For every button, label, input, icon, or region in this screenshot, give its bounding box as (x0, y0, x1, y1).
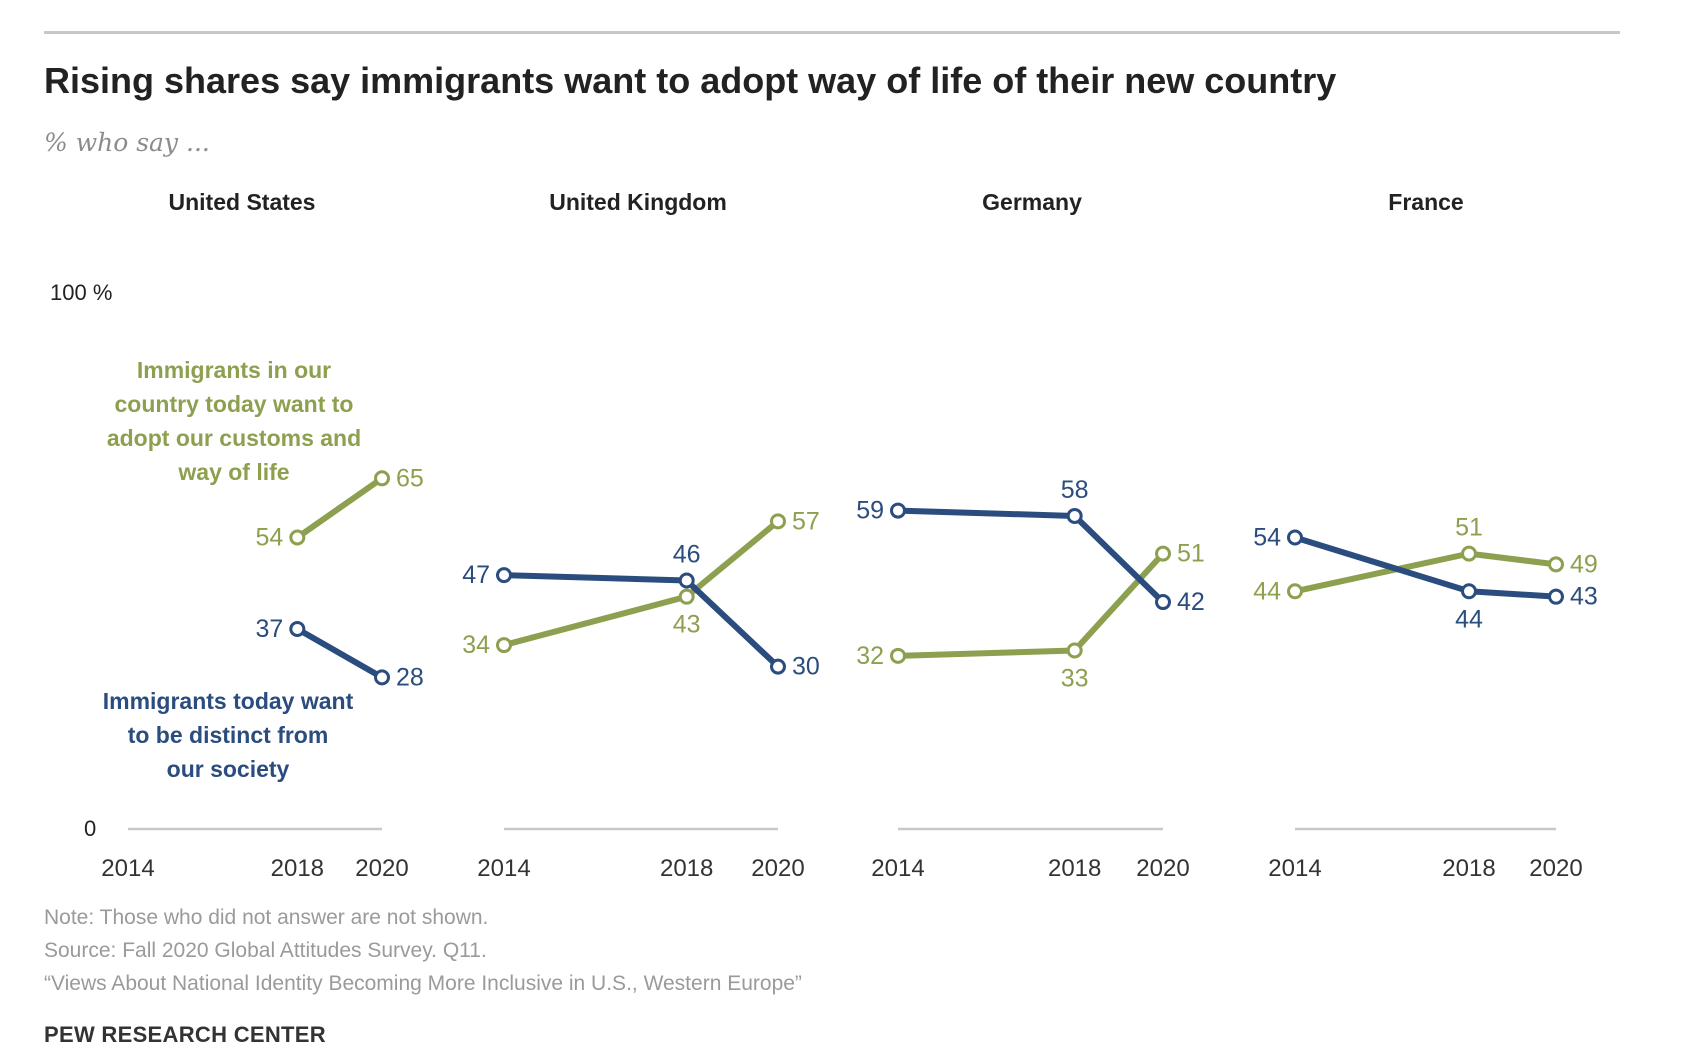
x-tick-label: 2018 (271, 855, 324, 882)
y-axis-min-label: 0 (84, 816, 96, 841)
top-rule (44, 31, 1620, 34)
brand-logo-text: PEW RESEARCH CENTER (44, 1022, 326, 1047)
data-point-distinct (770, 658, 786, 675)
series-label-distinct: Immigrants today want to be distinct from… (103, 688, 354, 782)
x-tick-label: 2020 (751, 855, 804, 882)
data-point-distinct (1548, 588, 1564, 605)
data-label-adopt: 32 (856, 642, 884, 670)
x-tick-label: 2014 (1268, 855, 1321, 882)
x-tick-label: 2018 (1048, 855, 1101, 882)
data-label-adopt: 44 (1253, 577, 1281, 605)
data-label-distinct: 42 (1177, 588, 1205, 616)
panel-title-germany: Germany (982, 189, 1082, 215)
data-point-adopt (1548, 556, 1564, 573)
data-point-adopt (1155, 545, 1171, 562)
data-point-distinct (890, 502, 906, 519)
data-label-distinct: 58 (1061, 476, 1089, 504)
data-label-adopt: 33 (1061, 664, 1089, 692)
data-label-adopt: 43 (673, 611, 701, 639)
panel-title-united-states: United States (169, 189, 316, 215)
data-point-adopt (1066, 642, 1083, 659)
data-point-distinct (1461, 583, 1477, 600)
series-line-distinct (501, 572, 781, 670)
series-line-adopt (1292, 550, 1559, 595)
data-label-distinct: 44 (1455, 605, 1483, 633)
data-label-distinct: 59 (856, 497, 884, 525)
x-tick-label: 2014 (101, 855, 154, 882)
data-point-distinct (289, 620, 306, 637)
x-tick-label: 2020 (355, 855, 408, 882)
data-point-adopt (496, 637, 512, 654)
data-label-adopt: 54 (256, 523, 284, 551)
data-point-adopt (1287, 583, 1303, 600)
data-label-distinct: 43 (1570, 583, 1598, 611)
x-tick-label: 2014 (477, 855, 530, 882)
series-line-adopt (294, 475, 385, 541)
data-label-distinct: 37 (256, 615, 284, 643)
data-point-adopt (678, 588, 695, 605)
footer-source: Source: Fall 2020 Global Attitudes Surve… (44, 939, 487, 962)
data-label-distinct: 28 (396, 663, 424, 691)
data-point-adopt (890, 647, 906, 664)
data-label-adopt: 51 (1177, 540, 1205, 568)
x-tick-label: 2018 (1442, 855, 1495, 882)
footer-note: Note: Those who did not answer are not s… (44, 906, 489, 929)
data-point-distinct (374, 669, 390, 686)
data-label-distinct: 54 (1253, 523, 1281, 551)
panel-title-united-kingdom: United Kingdom (549, 189, 727, 215)
data-label-adopt: 49 (1570, 550, 1598, 578)
series-line-distinct (1292, 534, 1559, 600)
series-line-adopt (895, 550, 1166, 659)
data-label-distinct: 47 (462, 561, 490, 589)
data-point-adopt (374, 470, 390, 487)
data-point-distinct (496, 567, 512, 584)
data-label-distinct: 46 (673, 541, 701, 569)
data-label-adopt: 57 (792, 507, 820, 535)
data-point-adopt (289, 529, 306, 546)
chart-title: Rising shares say immigrants want to ado… (44, 60, 1337, 101)
series-line-distinct (294, 625, 385, 681)
x-tick-label: 2014 (871, 855, 924, 882)
data-label-adopt: 65 (396, 464, 424, 492)
chart-subtitle: % who say ... (44, 128, 210, 157)
data-point-adopt (770, 513, 786, 530)
footer-report: “Views About National Identity Becoming … (44, 972, 802, 995)
data-label-adopt: 34 (462, 631, 490, 659)
y-axis-max-label: 100 % (50, 280, 112, 305)
data-label-adopt: 51 (1455, 514, 1483, 542)
series-label-adopt: Immigrants in our country today want to ad… (107, 357, 361, 485)
data-label-distinct: 30 (792, 653, 820, 681)
x-tick-label: 2018 (660, 855, 713, 882)
series-line-distinct (895, 507, 1166, 606)
data-point-distinct (1155, 594, 1171, 611)
data-point-adopt (1461, 545, 1477, 562)
panel-title-france: France (1388, 189, 1463, 215)
data-point-distinct (1066, 507, 1083, 524)
data-point-distinct (678, 572, 695, 589)
x-tick-label: 2020 (1529, 855, 1582, 882)
x-tick-label: 2020 (1136, 855, 1189, 882)
data-point-distinct (1287, 529, 1303, 546)
